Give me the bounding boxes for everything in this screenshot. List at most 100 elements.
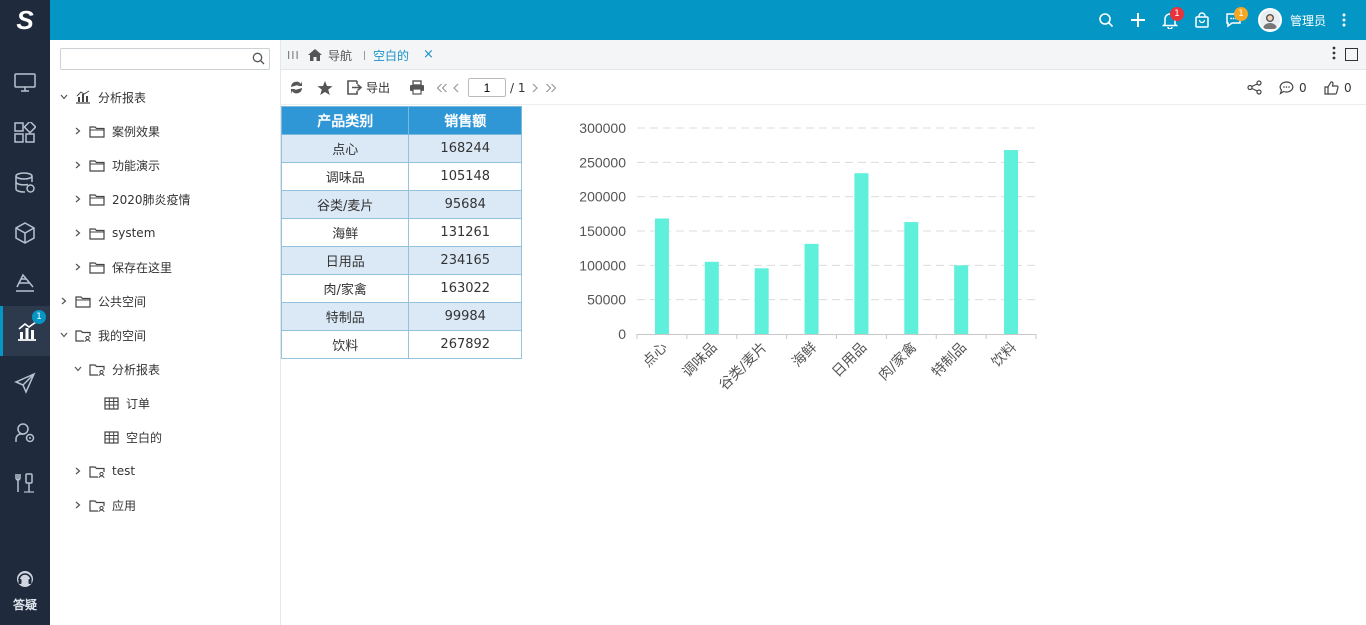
tree-node-feature-demo[interactable]: 功能演示 [72,148,160,182]
close-icon[interactable]: × [423,47,434,62]
cell-sales[interactable]: 267892 [408,330,522,359]
table-row: 日用品 234165 [280,246,522,275]
cell-category[interactable]: 调味品 [280,162,410,191]
bag-icon[interactable] [1186,0,1218,40]
top-actions: 1 1 管理员 [1090,0,1366,40]
bar [704,261,719,334]
nav-layers[interactable] [0,258,50,308]
tree-node-case-effects[interactable]: 案例效果 [72,114,160,148]
nav-tools[interactable] [0,458,50,508]
chevron-right-icon[interactable] [72,467,84,475]
collapse-tree-button[interactable]: III [287,49,300,62]
table-row: 调味品 105148 [280,162,522,191]
tree-node-my-analysis-reports[interactable]: 分析报表 [72,352,160,386]
cell-category[interactable]: 海鲜 [280,218,410,247]
first-page-button[interactable] [436,70,448,105]
comment-count: 0 [1299,80,1307,95]
prev-page-button[interactable] [452,70,460,105]
tab-blank-report[interactable]: 空白的 [373,40,409,70]
tree-node-my-space[interactable]: 我的空间 [58,318,146,352]
export-button[interactable]: 导出 [347,70,390,105]
tree-node-blank[interactable]: 空白的 [98,420,162,454]
tree-node-apps[interactable]: 应用 [72,488,136,522]
like-button[interactable]: 0 [1324,70,1352,105]
avatar[interactable] [1257,8,1282,32]
tree-node-label: system [112,226,156,240]
chevron-right-icon[interactable] [72,127,84,135]
cell-sales[interactable]: 234165 [408,246,522,275]
chevron-right-icon[interactable] [72,263,84,271]
database-icon [15,172,35,193]
folder-icon [88,123,106,139]
tree-node-system[interactable]: system [72,216,155,250]
cell-category[interactable]: 点心 [280,134,410,163]
chevron-down-icon[interactable] [58,94,70,100]
nav-blocks[interactable] [0,108,50,158]
more-vertical-icon[interactable] [1334,0,1354,40]
comment-button[interactable]: 0 [1279,70,1307,105]
tab-bar: III 导航 空白的 × [281,40,1366,70]
search-icon[interactable] [252,52,265,68]
cell-category[interactable]: 日用品 [280,246,410,275]
chevron-right-icon[interactable] [58,297,70,305]
chevron-right-icon[interactable] [72,195,84,203]
bar [954,265,969,334]
help-button[interactable]: 答疑 [0,569,50,613]
tree-node-analysis-reports[interactable]: 分析报表 [58,80,146,114]
favorite-button[interactable] [317,70,333,105]
printer-icon [410,80,424,95]
nav-badge: 1 [32,310,46,324]
chevron-right-icon[interactable] [72,501,84,509]
refresh-button[interactable] [289,70,304,105]
search-icon[interactable] [1090,0,1122,40]
cell-category[interactable]: 肉/家禽 [280,274,410,303]
share-button[interactable] [1247,70,1262,105]
app-logo[interactable]: S [0,0,50,40]
tab-home[interactable]: 导航 [307,40,352,70]
cell-sales[interactable]: 168244 [408,134,522,163]
nav-user-settings[interactable] [0,408,50,458]
chevron-right-icon[interactable] [72,161,84,169]
chat-icon[interactable]: 1 [1218,0,1250,40]
share-icon [1247,80,1262,95]
chevron-right-icon[interactable] [72,229,84,237]
cell-sales[interactable]: 99984 [408,302,522,331]
column-header-sales[interactable]: 销售额 [408,106,522,135]
x-tick-label: 日用品 [829,340,870,381]
nav-monitor[interactable] [0,58,50,108]
bell-icon[interactable]: 1 [1154,0,1186,40]
page-indicator: / 1 [468,70,526,105]
plus-icon[interactable] [1122,0,1154,40]
cell-category[interactable]: 谷类/麦片 [280,190,410,219]
chevron-down-icon[interactable] [58,332,70,338]
tree-node-covid-2020[interactable]: 2020肺炎疫情 [72,182,191,216]
nav-cube[interactable] [0,208,50,258]
next-page-button[interactable] [531,70,539,105]
last-page-button[interactable] [545,70,557,105]
maximize-icon[interactable] [1345,48,1358,61]
chevron-down-icon[interactable] [72,366,84,372]
tree-node-public-space[interactable]: 公共空间 [58,284,146,318]
tree-node-orders[interactable]: 订单 [98,386,150,420]
page-number-input[interactable] [468,78,506,97]
cell-sales[interactable]: 163022 [408,274,522,303]
cell-category[interactable]: 特制品 [280,302,410,331]
nav-database[interactable] [0,158,50,208]
print-button[interactable] [409,70,425,105]
user-folder-icon [88,497,106,513]
cell-sales[interactable]: 95684 [408,190,522,219]
cell-sales[interactable]: 105148 [408,162,522,191]
user-name[interactable]: 管理员 [1289,13,1326,28]
nav-send[interactable] [0,358,50,408]
cell-category[interactable]: 饮料 [280,330,410,359]
tab-home-label: 导航 [328,48,353,63]
cell-sales[interactable]: 131261 [408,218,522,247]
tree-node-save-here[interactable]: 保存在这里 [72,250,172,284]
nav-analysis[interactable]: 1 [0,306,50,356]
tree-search-input[interactable] [61,49,246,69]
report-toolbar: 导出 / 1 0 0 [281,70,1366,105]
tree-node-test[interactable]: test [72,454,135,488]
column-header-category[interactable]: 产品类别 [280,106,410,135]
tree-node-label: 分析报表 [112,362,161,377]
more-vertical-icon[interactable] [1332,46,1336,63]
